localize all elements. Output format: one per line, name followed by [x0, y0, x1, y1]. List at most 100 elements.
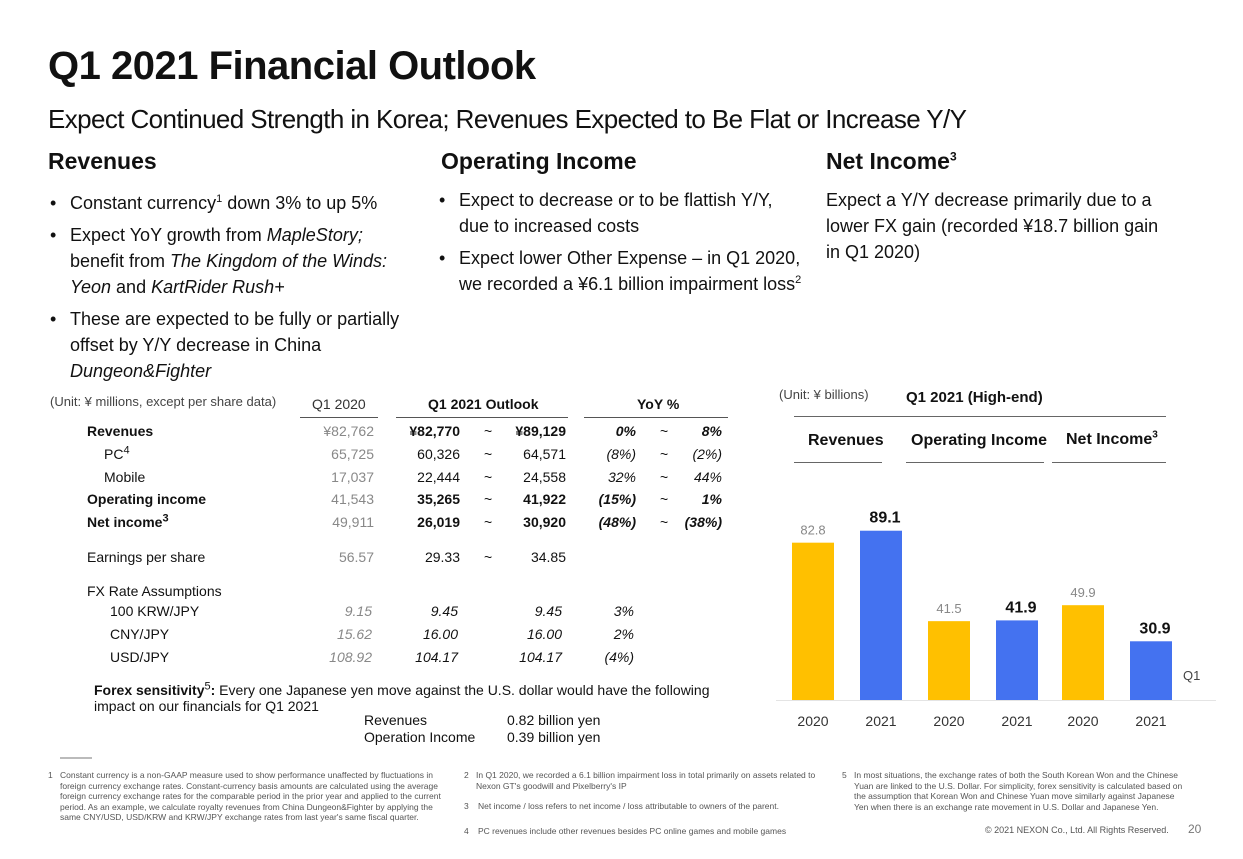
row-yoy-high: (2%): [692, 446, 722, 462]
fx-row-label: CNY/JPY: [110, 626, 170, 642]
eps-q1-2020: 56.57: [338, 549, 374, 565]
fx-row-yoy: 2%: [613, 626, 634, 642]
tick-label: 2020: [933, 713, 964, 729]
eps-label: Earnings per share: [87, 549, 206, 565]
row-tilde: ~: [484, 514, 493, 530]
eps-tilde: ~: [484, 549, 493, 565]
row-yoy-low: 32%: [607, 469, 636, 485]
fx-row-outlook-low: 9.45: [430, 603, 458, 619]
row-q1-2020: 17,037: [331, 469, 374, 485]
row-outlook-low: 60,326: [417, 446, 460, 462]
bar-2021: [996, 620, 1038, 700]
tick-label: 2021: [865, 713, 896, 729]
revenues-bullet-3: These are expected to be fully or partia…: [48, 306, 418, 384]
row-q1-2020: 65,725: [331, 446, 374, 462]
eps-outlook-low: 29.33: [424, 549, 460, 565]
eps-outlook-high: 34.85: [530, 549, 566, 565]
fx-row-yoy: (4%): [604, 649, 634, 665]
revenues-bullet-1: Constant currency1 down 3% to up 5%: [48, 190, 418, 216]
fx-row-outlook-low: 104.17: [415, 649, 458, 665]
fx-row-q1-2020: 108.92: [329, 649, 372, 665]
data-label: 82.8: [800, 523, 825, 538]
row-outlook-low: 26,019: [417, 514, 460, 530]
page-number: 20: [1188, 822, 1202, 836]
bar-2021: [860, 530, 902, 700]
sensitivity-labels: Revenues Operation Income: [364, 712, 475, 746]
row-outlook-high: ¥89,129: [515, 423, 566, 439]
row-yoy-low: 0%: [615, 423, 636, 439]
row-tilde: ~: [484, 423, 493, 439]
revenues-bullet-2: Expect YoY growth from MapleStory; benef…: [48, 222, 418, 300]
data-label: 30.9: [1139, 620, 1170, 637]
net-income-heading: Net Income3: [826, 148, 957, 174]
col-header-outlook: Q1 2021 Outlook: [428, 396, 539, 412]
operating-bullet-1: Expect to decrease or to be flattish Y/Y…: [437, 187, 807, 239]
row-yoy-low: (15%): [598, 491, 636, 507]
row-q1-2020: ¥82,762: [323, 423, 374, 439]
bar-2020: [1062, 605, 1104, 700]
row-yoy-tilde: ~: [660, 514, 669, 530]
row-outlook-low: 35,265: [417, 491, 460, 507]
operating-income-bullets: Expect to decrease or to be flattish Y/Y…: [437, 187, 807, 303]
chart-group-operating-income: Operating Income: [911, 432, 1048, 449]
col-header-yoy: YoY %: [637, 396, 680, 412]
fx-row-yoy: 3%: [613, 603, 634, 619]
row-q1-2020: 49,911: [332, 514, 374, 530]
chart-unit: (Unit: ¥ billions): [779, 387, 869, 402]
data-label: 41.5: [936, 601, 961, 616]
tick-label: 2021: [1135, 713, 1166, 729]
data-label: 41.9: [1005, 599, 1036, 616]
row-outlook-high: 24,558: [523, 469, 566, 485]
tick-label: 2020: [797, 713, 828, 729]
bar-2020: [928, 621, 970, 700]
fx-row-label: 100 KRW/JPY: [110, 603, 200, 619]
row-yoy-high: (38%): [684, 514, 722, 530]
table-unit: (Unit: ¥ millions, except per share data…: [50, 394, 277, 409]
row-yoy-low: (48%): [598, 514, 636, 530]
col-header-q1-2020: Q1 2020: [312, 396, 366, 412]
row-yoy-tilde: ~: [660, 491, 669, 507]
fx-heading: FX Rate Assumptions: [87, 583, 222, 599]
footnote-2: 2 In Q1 2020, we recorded a 6.1 billion …: [464, 770, 816, 791]
footnote-3: 3 Net income / loss refers to net income…: [464, 801, 779, 811]
sensitivity-values: 0.82 billion yen 0.39 billion yen: [507, 712, 600, 746]
fx-row-q1-2020: 15.62: [336, 626, 372, 642]
row-tilde: ~: [484, 446, 493, 462]
row-outlook-high: 41,922: [523, 491, 566, 507]
revenues-heading: Revenues: [48, 148, 157, 174]
data-label: 49.9: [1070, 585, 1095, 600]
sensitivity-revenues-label: Revenues: [364, 712, 428, 728]
row-yoy-tilde: ~: [660, 446, 669, 462]
fx-row-outlook-low: 16.00: [422, 626, 458, 642]
outlook-table: (Unit: ¥ millions, except per share data…: [50, 394, 728, 665]
row-yoy-tilde: ~: [660, 423, 669, 439]
forex-sensitivity: Forex sensitivity5: Every one Japanese y…: [94, 680, 710, 714]
chart-group-net-income: Net Income3: [1066, 429, 1158, 448]
fx-row-outlook-high: 104.17: [519, 649, 562, 665]
sensitivity-revenues-value: 0.82 billion yen: [507, 712, 601, 728]
row-outlook-high: 64,571: [523, 446, 566, 462]
row-outlook-low: ¥82,770: [409, 423, 460, 439]
chart-title: Q1 2021 (High-end): [906, 389, 1043, 406]
row-label: PC4: [104, 444, 130, 462]
footnote-5: 5 In most situations, the exchange rates…: [842, 770, 1183, 812]
row-outlook-low: 22,444: [417, 469, 460, 485]
row-label: Mobile: [104, 469, 146, 485]
page-subtitle: Expect Continued Strength in Korea; Reve…: [48, 104, 967, 134]
bar-2020: [792, 542, 834, 700]
operating-income-heading: Operating Income: [441, 148, 637, 174]
row-yoy-low: (8%): [606, 446, 636, 462]
footnote-1: 1 Constant currency is a non-GAAP measur…: [48, 770, 441, 822]
net-income-text: Expect a Y/Y decrease primarily due to a…: [826, 190, 1159, 262]
sensitivity-operating-value: 0.39 billion yen: [507, 729, 601, 745]
tick-label: 2020: [1067, 713, 1098, 729]
row-yoy-high: 1%: [701, 491, 722, 507]
row-yoy-tilde: ~: [660, 469, 669, 485]
chart-side-label: Q1: [1183, 668, 1200, 683]
chart-group-revenues: Revenues: [808, 432, 884, 449]
row-outlook-high: 30,920: [523, 514, 566, 530]
bar-2021: [1130, 641, 1172, 700]
revenues-bullets: Constant currency1 down 3% to up 5% Expe…: [48, 190, 418, 390]
row-label: Revenues: [87, 423, 154, 439]
row-q1-2020: 41,543: [331, 491, 374, 507]
